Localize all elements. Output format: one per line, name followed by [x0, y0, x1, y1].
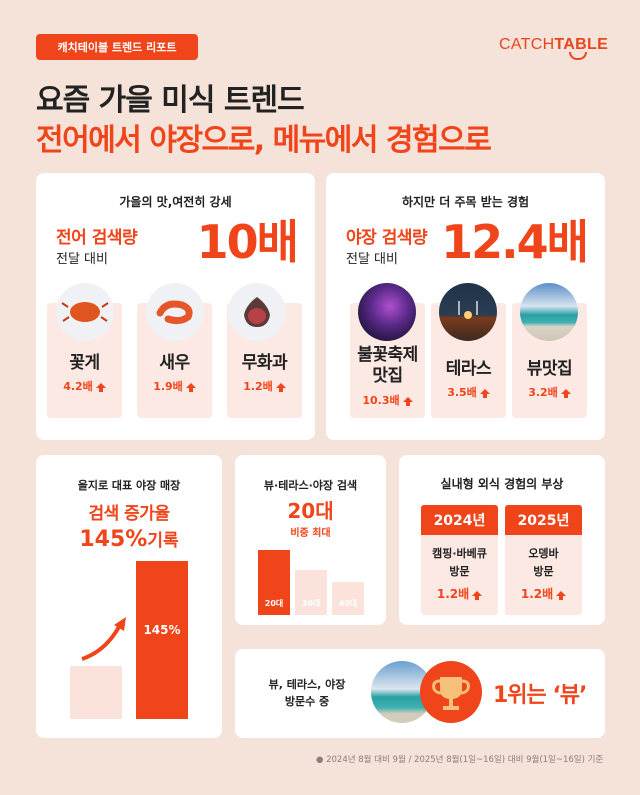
compare-label: 전달 대비	[346, 252, 398, 267]
trend-arrow-icon	[81, 617, 126, 661]
card-heading: 하지만 더 주목 받는 경험	[401, 195, 530, 209]
tile-name: 꽃게	[69, 353, 100, 373]
rank-line2: 방문수 중	[284, 694, 330, 708]
activity-line2: 방문	[533, 565, 554, 578]
report-tag: 캐치테이블 트렌드 리포트	[36, 34, 198, 60]
tile-value: 10.3배	[350, 392, 425, 408]
logo-light-text: CATCH	[499, 36, 555, 53]
year-col-2024: 2024년 캠핑·바베큐 방문 1.2배	[421, 505, 498, 615]
rank-card: 뷰, 테라스, 야장 방문수 중 1위는 ‘뷰’	[235, 649, 605, 738]
trophy-icon	[420, 661, 482, 723]
card-heading: 뷰·테라스·야장 검색	[263, 479, 358, 492]
compare-label: 전달 대비	[56, 252, 108, 267]
tile-name: 불꽃축제	[357, 345, 418, 365]
arrow-up-icon	[402, 396, 413, 406]
logo-smile-icon	[569, 52, 587, 60]
euljiro-card: 을지로 대표 야장 매장 검색 증가율 145%기록 145%	[36, 455, 222, 738]
tile-fig: 무화과 1.2배	[227, 303, 302, 418]
tile-value: 3.5배	[431, 384, 506, 400]
fireworks-image	[358, 283, 416, 341]
highlight-label: 검색 증가율	[88, 504, 170, 524]
tile-name: 무화과	[241, 353, 288, 373]
tile-name: 테라스	[445, 359, 492, 379]
indoor-card: 실내형 외식 경험의 부상 2024년 캠핑·바베큐 방문 1.2배 2025년…	[399, 455, 605, 625]
arrow-up-icon	[275, 383, 286, 393]
highlight-label: 야장 검색량	[346, 228, 428, 248]
fig-image	[228, 283, 286, 341]
age-card: 뷰·테라스·야장 검색 20대 비중 최대 20대 30대 40대	[235, 455, 386, 625]
jeoneo-card: 가을의 맛,여전히 강세 전어 검색량 전달 대비 10배 꽃게 4.2배 새우…	[36, 173, 315, 440]
activity-line1: 캠핑·바베큐	[432, 547, 487, 560]
tile-value: 1.9배	[137, 378, 212, 394]
card-heading: 가을의 맛,여전히 강세	[119, 195, 232, 209]
bar-20s: 20대	[258, 550, 290, 615]
card-heading: 실내형 외식 경험의 부상	[440, 477, 564, 491]
footnote: ● 2024년 8월 대비 9월 / 2025년 8월(1일~16일) 대비 9…	[316, 755, 604, 765]
rank-result: 1위는 ‘뷰’	[493, 683, 587, 708]
page-title: 요즘 가을 미식 트렌드	[36, 83, 305, 118]
age-value: 20대	[287, 499, 334, 523]
logo-bold-text: TABLE	[554, 36, 609, 53]
crab-image	[56, 283, 114, 341]
tile-value: 1.2배	[227, 378, 302, 394]
bar-after: 145%	[136, 561, 188, 719]
year-label: 2024년	[421, 505, 498, 535]
activity-line2: 방문	[449, 565, 470, 578]
tile-value: 3.2배	[512, 384, 587, 400]
bar-before	[70, 666, 122, 719]
card-heading: 을지로 대표 야장 매장	[77, 479, 181, 492]
tile-value: 4.2배	[47, 378, 122, 394]
activity-value: 1.2배	[505, 585, 582, 602]
big-value: 12.4배	[441, 215, 589, 269]
tile-name: 새우	[159, 353, 190, 373]
bar-30s: 30대	[295, 570, 327, 615]
big-value: 10배	[196, 215, 299, 269]
arrow-up-icon	[95, 383, 106, 393]
arrow-up-icon	[472, 591, 483, 600]
arrow-up-icon	[479, 389, 490, 399]
tile-name: 뷰맛집	[526, 359, 573, 379]
activity-value: 1.2배	[421, 585, 498, 602]
catchtable-logo: CATCHTABLE	[499, 36, 608, 54]
yajang-card: 하지만 더 주목 받는 경험 야장 검색량 전달 대비 12.4배 불꽃축제 맛…	[326, 173, 605, 440]
activity-line1: 오뎅바	[528, 547, 559, 560]
rank-line1: 뷰, 테라스, 야장	[268, 678, 346, 691]
year-col-2025: 2025년 오뎅바 방문 1.2배	[505, 505, 582, 615]
bar-40s: 40대	[332, 582, 364, 615]
tile-name-line2: 맛집	[372, 366, 403, 387]
arrow-up-icon	[185, 383, 196, 393]
terrace-image	[439, 283, 497, 341]
bar-after-label: 145%	[143, 623, 181, 637]
growth-value: 145%기록	[79, 527, 179, 552]
page-subtitle: 전어에서 야장으로, 메뉴에서 경험으로	[36, 123, 492, 158]
arrow-up-icon	[560, 389, 571, 399]
age-sub: 비중 최대	[290, 528, 331, 539]
shrimp-image	[146, 283, 204, 341]
arrow-up-icon	[556, 591, 567, 600]
beach-view-image	[520, 283, 578, 341]
year-label: 2025년	[505, 505, 582, 535]
highlight-label: 전어 검색량	[56, 228, 138, 248]
